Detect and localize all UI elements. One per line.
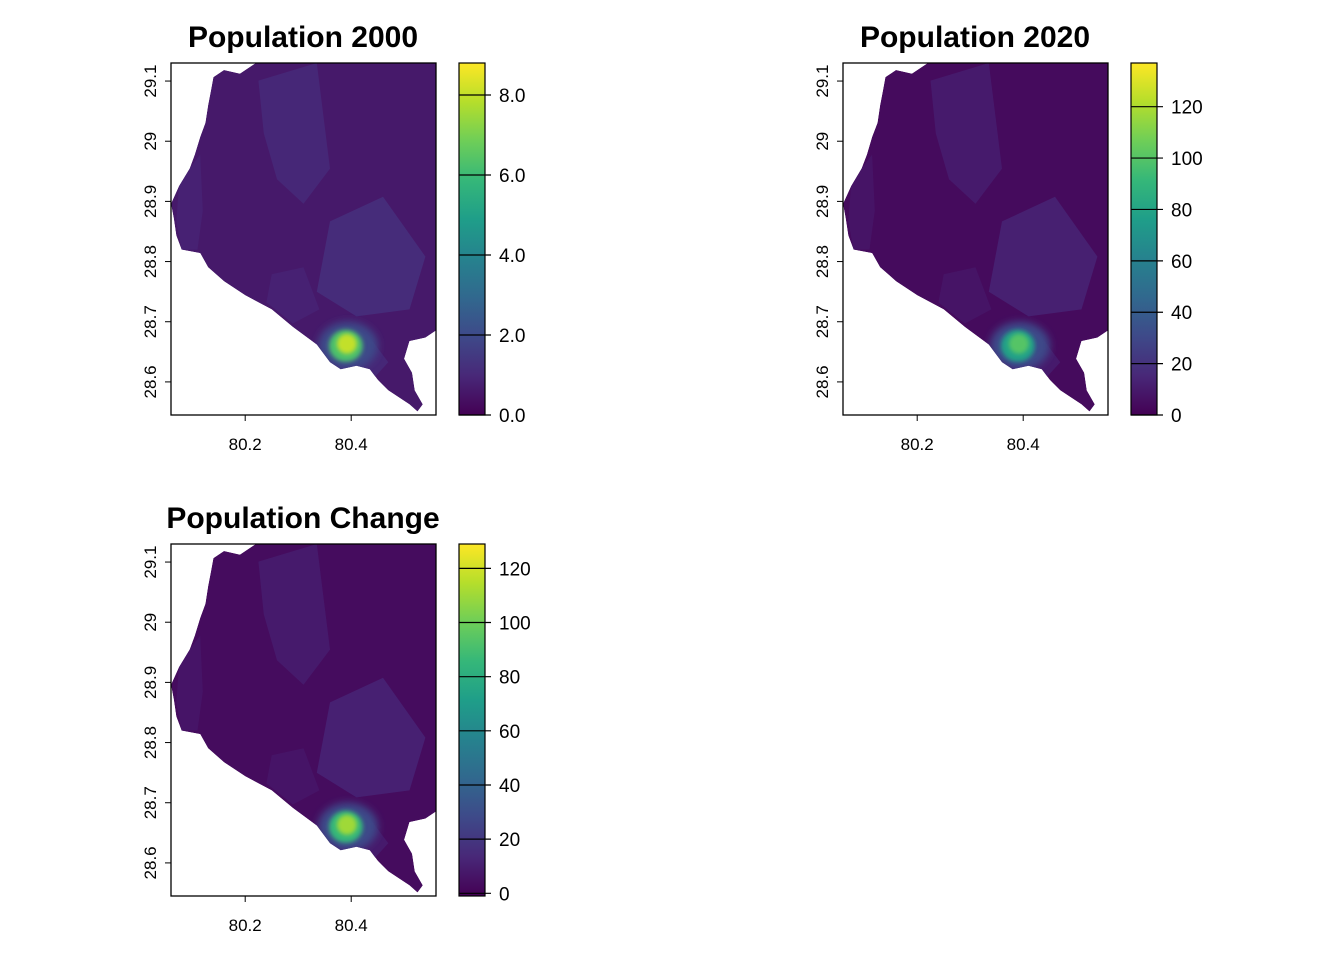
district-patch <box>258 544 330 685</box>
district-patch <box>316 196 426 317</box>
y-tick-label: 28.8 <box>141 245 160 278</box>
y-tick-label: 28.7 <box>141 305 160 338</box>
plot-frame <box>170 543 437 897</box>
y-tick-label: 29 <box>141 132 160 151</box>
colorbar-tick-label: 6.0 <box>499 166 525 187</box>
y-tick-label: 28.7 <box>813 305 832 338</box>
x-tick-label: 80.4 <box>335 435 368 454</box>
region-fill <box>171 544 436 893</box>
panel-title: Population 2000 <box>188 21 418 54</box>
district-patch <box>930 63 1002 204</box>
colorbar-tick-label: 60 <box>1171 252 1192 273</box>
panel-population-2020: Population 2020 80.2 80.4 28.6 28.7 28.8 28.9… <box>813 21 1203 454</box>
panel-title: Population Change <box>166 502 439 535</box>
y-tick-label: 29.1 <box>813 65 832 98</box>
colorbar <box>458 62 486 416</box>
colorbar-tick-label: 120 <box>499 559 531 580</box>
district-patch <box>176 154 203 250</box>
x-tick-label: 80.4 <box>1007 435 1040 454</box>
panel-population-2000: Population 2000 80.2 80.4 28.6 28.7 28.8 28.9… <box>141 21 525 454</box>
y-tick-label: 28.6 <box>813 365 832 398</box>
district-patch <box>266 267 320 324</box>
x-tick-label: 80.2 <box>901 435 934 454</box>
district-patch <box>316 677 426 798</box>
district-patch <box>176 635 203 731</box>
colorbar-tick-label: 80 <box>1171 200 1192 221</box>
district-patch <box>988 196 1098 317</box>
district-patch <box>848 154 875 250</box>
colorbar-tick-label: 0 <box>1171 406 1182 427</box>
map-raster <box>171 63 436 412</box>
y-tick-label: 28.9 <box>141 185 160 218</box>
colorbar-tick-label: 80 <box>499 668 520 689</box>
x-tick-label: 80.4 <box>335 916 368 935</box>
y-tick-label: 28.6 <box>141 846 160 879</box>
x-tick-label: 80.2 <box>229 916 262 935</box>
y-tick-label: 29 <box>813 132 832 151</box>
colorbar-tick-label: 20 <box>499 830 520 851</box>
map-raster <box>171 544 436 893</box>
district-patch <box>266 748 320 805</box>
y-tick-label: 28.9 <box>141 666 160 699</box>
district-patch <box>258 63 330 204</box>
colorbar-tick-label: 4.0 <box>499 246 525 267</box>
colorbar-tick-label: 0.0 <box>499 406 525 427</box>
district-patch <box>938 267 992 324</box>
colorbar-tick-label: 20 <box>1171 355 1192 376</box>
y-tick-label: 29.1 <box>141 546 160 579</box>
colorbar-tick-label: 40 <box>499 776 520 797</box>
y-tick-label: 29.1 <box>141 65 160 98</box>
colorbar-tick-label: 120 <box>1171 98 1203 119</box>
y-tick-label: 28.8 <box>813 245 832 278</box>
colorbar-tick-label: 8.0 <box>499 86 525 107</box>
panel-population-change: Population Change 80.2 80.4 28.6 28.7 28.8 28… <box>141 502 531 935</box>
plot-frame <box>842 62 1109 416</box>
colorbar-tick-label: 2.0 <box>499 326 525 347</box>
colorbar <box>1130 62 1158 416</box>
y-tick-label: 28.6 <box>141 365 160 398</box>
x-tick-label: 80.2 <box>229 435 262 454</box>
plot-frame <box>170 62 437 416</box>
colorbar-tick-label: 0 <box>499 884 510 905</box>
hotspot-core <box>336 333 357 354</box>
region-fill <box>171 63 436 412</box>
y-tick-label: 28.8 <box>141 726 160 759</box>
colorbar-tick-label: 40 <box>1171 303 1192 324</box>
colorbar <box>458 543 486 897</box>
map-raster <box>843 63 1108 412</box>
panel-title: Population 2020 <box>860 21 1090 54</box>
hotspot-core <box>336 814 357 835</box>
region-fill <box>843 63 1108 412</box>
colorbar-tick-label: 100 <box>1171 149 1203 170</box>
y-tick-label: 29 <box>141 613 160 632</box>
colorbar-tick-label: 100 <box>499 614 531 635</box>
colorbar-tick-label: 60 <box>499 722 520 743</box>
hotspot-core <box>1008 333 1029 354</box>
y-tick-label: 28.9 <box>813 185 832 218</box>
y-tick-label: 28.7 <box>141 786 160 819</box>
